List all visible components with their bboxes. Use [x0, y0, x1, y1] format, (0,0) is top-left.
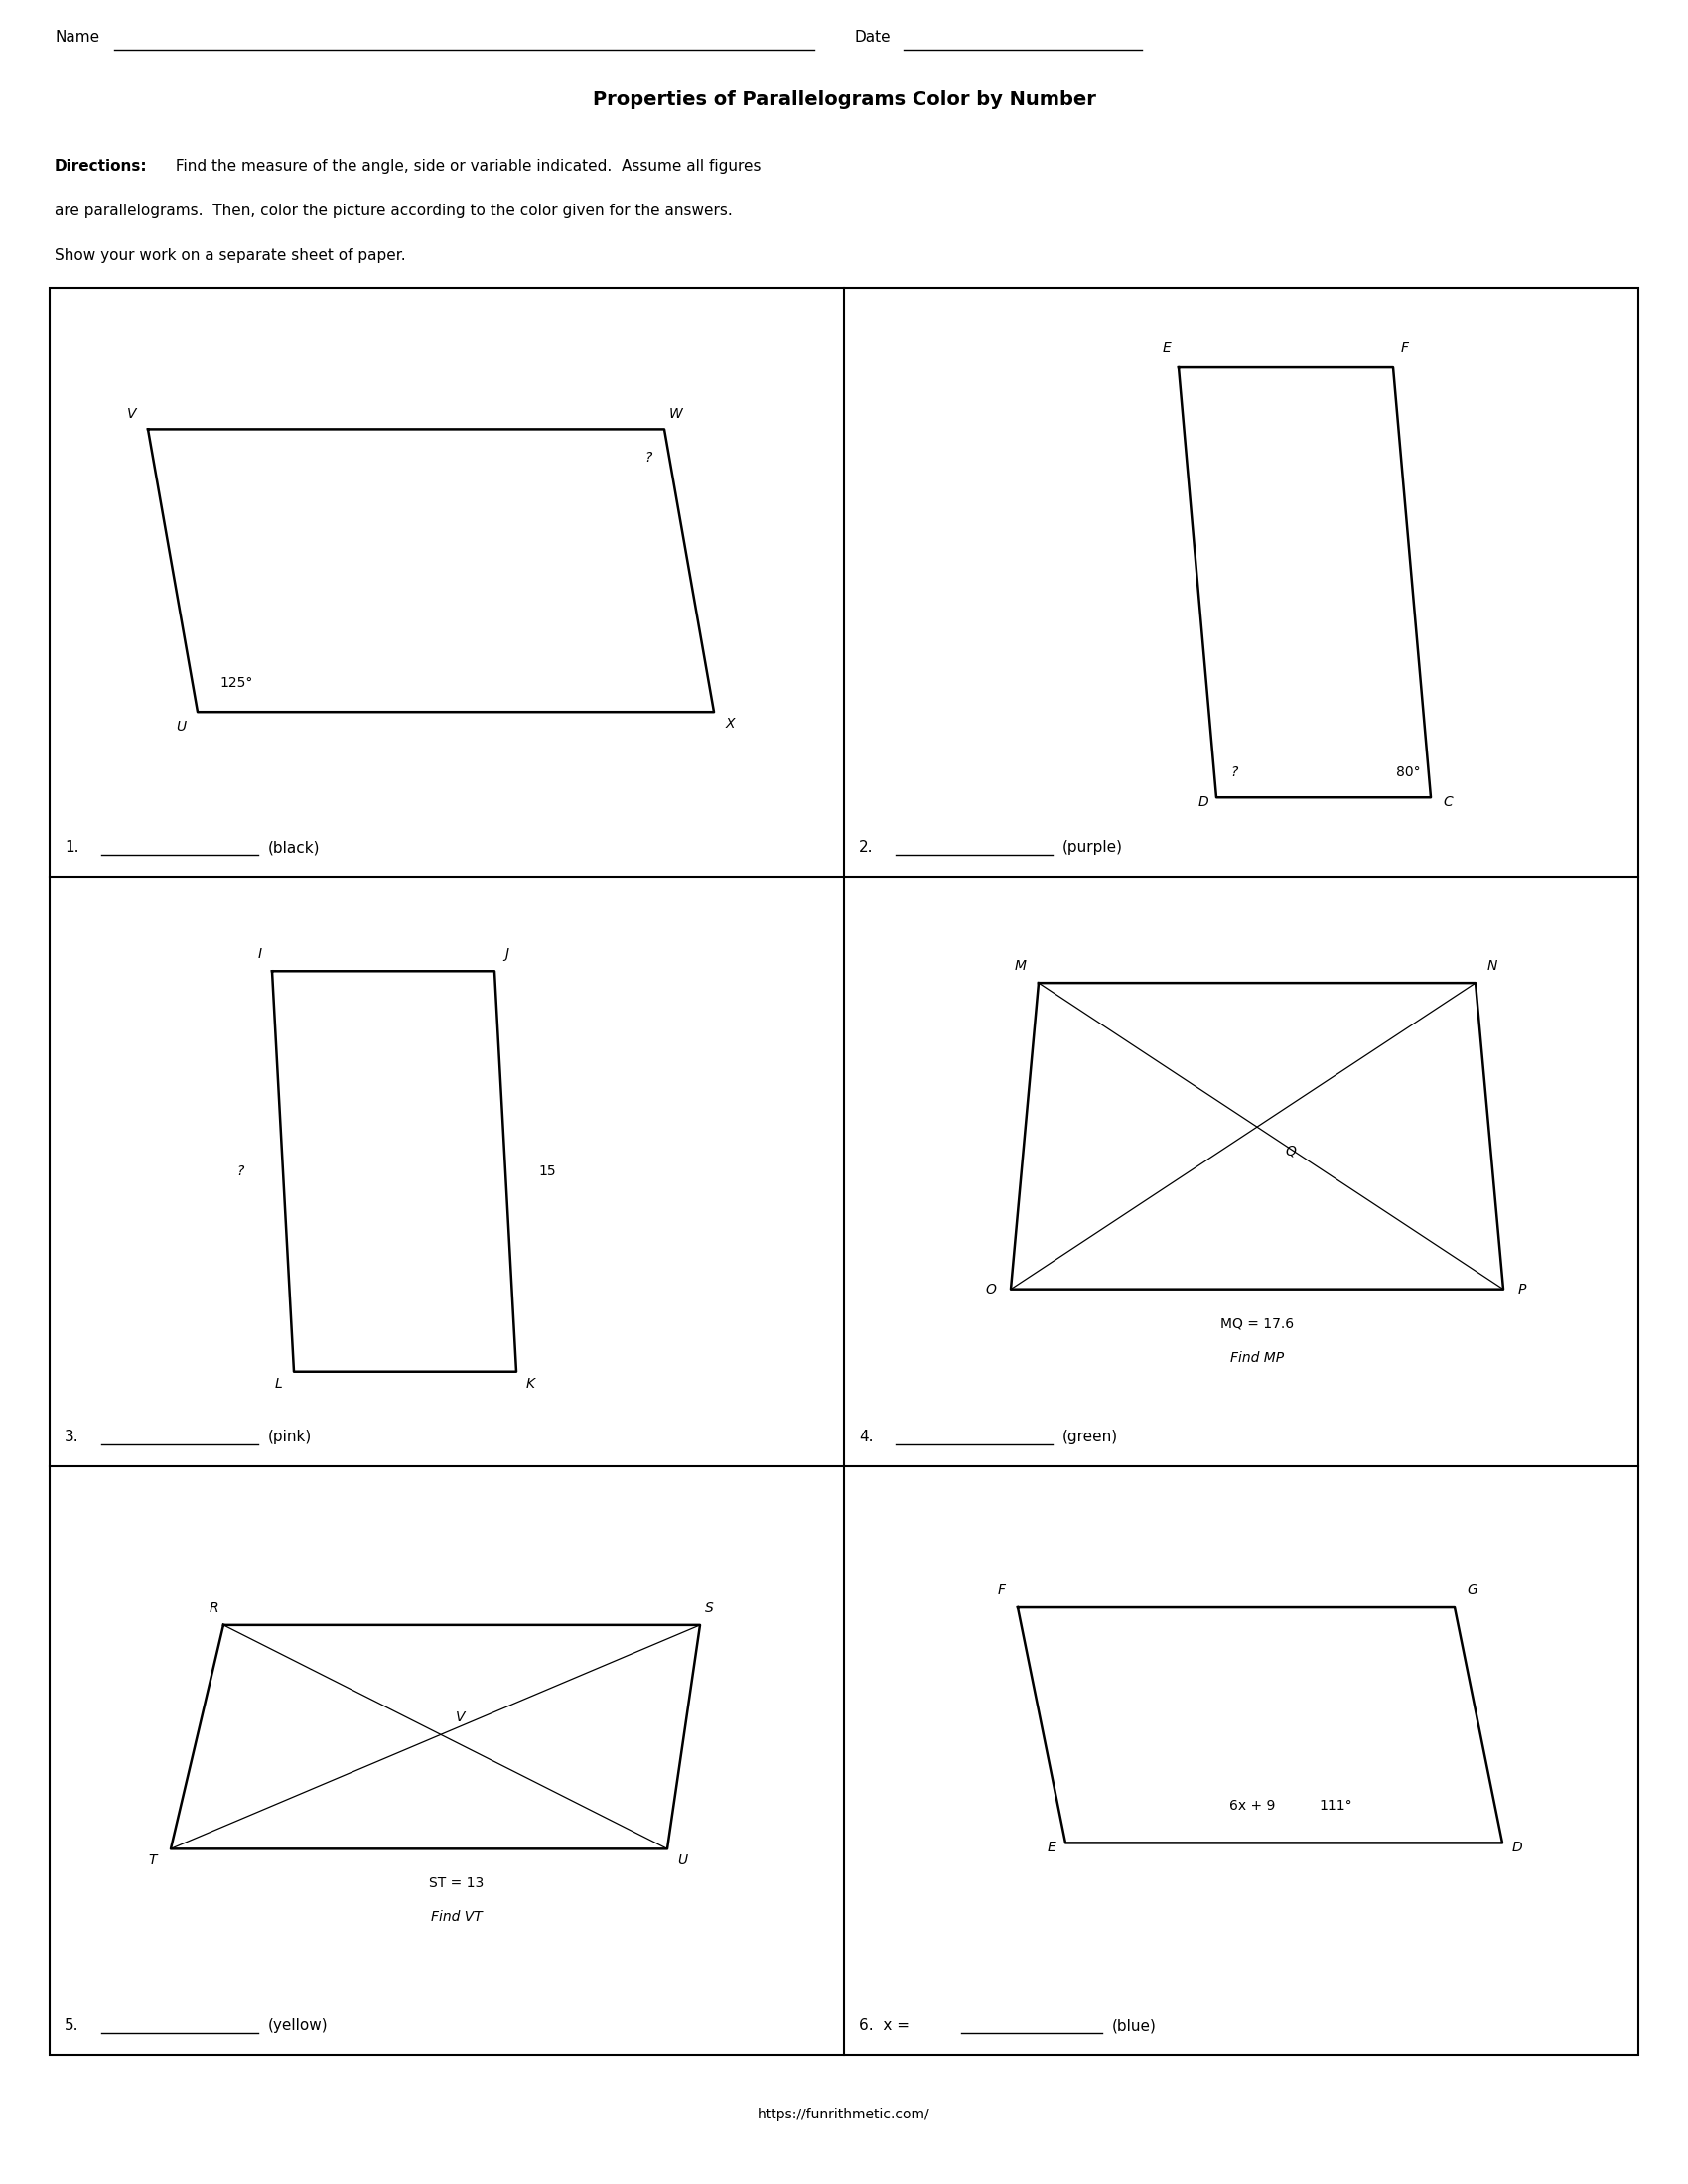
- Text: F: F: [998, 1583, 1006, 1597]
- Text: C: C: [1443, 795, 1452, 810]
- Text: Find the measure of the angle, side or variable indicated.  Assume all figures: Find the measure of the angle, side or v…: [170, 159, 761, 175]
- Text: U: U: [677, 1854, 687, 1867]
- Text: V: V: [127, 408, 137, 422]
- Text: (yellow): (yellow): [268, 2018, 327, 2033]
- Text: 2.: 2.: [859, 841, 873, 856]
- Text: https://funrithmetic.com/: https://funrithmetic.com/: [758, 2108, 930, 2121]
- Text: ?: ?: [236, 1164, 245, 1179]
- Text: T: T: [149, 1854, 157, 1867]
- Text: W: W: [668, 408, 684, 422]
- Text: K: K: [527, 1376, 535, 1391]
- Text: 125°: 125°: [219, 677, 253, 690]
- Text: E: E: [1047, 1841, 1055, 1854]
- Text: F: F: [1401, 341, 1409, 356]
- Text: 3.: 3.: [64, 1428, 79, 1444]
- Text: are parallelograms.  Then, color the picture according to the color given for th: are parallelograms. Then, color the pict…: [54, 203, 733, 218]
- FancyBboxPatch shape: [49, 288, 1639, 2055]
- Text: 4.: 4.: [859, 1428, 873, 1444]
- Text: 5.: 5.: [64, 2018, 79, 2033]
- Text: N: N: [1487, 959, 1497, 974]
- Text: P: P: [1518, 1282, 1526, 1295]
- Text: V: V: [456, 1710, 464, 1723]
- Text: E: E: [1161, 341, 1171, 356]
- Text: R: R: [209, 1601, 218, 1614]
- Text: Find MP: Find MP: [1231, 1350, 1285, 1365]
- Text: ST = 13: ST = 13: [429, 1876, 484, 1891]
- Text: (black): (black): [268, 841, 321, 856]
- Text: (purple): (purple): [1062, 841, 1123, 856]
- Text: X: X: [726, 716, 736, 732]
- Text: 6.  x =: 6. x =: [859, 2018, 910, 2033]
- Text: I: I: [258, 948, 262, 961]
- Text: Directions:: Directions:: [54, 159, 147, 175]
- Text: ?: ?: [645, 452, 652, 465]
- Text: (pink): (pink): [268, 1428, 312, 1444]
- Text: O: O: [986, 1282, 996, 1295]
- Text: D: D: [1198, 795, 1209, 810]
- Text: Show your work on a separate sheet of paper.: Show your work on a separate sheet of pa…: [54, 249, 405, 262]
- Text: Q: Q: [1285, 1144, 1296, 1158]
- Text: ?: ?: [1231, 767, 1237, 780]
- Text: M: M: [1014, 959, 1026, 974]
- Text: L: L: [273, 1376, 282, 1391]
- Text: (blue): (blue): [1112, 2018, 1156, 2033]
- Text: Date: Date: [854, 31, 890, 44]
- Text: G: G: [1467, 1583, 1477, 1597]
- Text: (green): (green): [1062, 1428, 1117, 1444]
- Text: Find VT: Find VT: [430, 1911, 483, 1924]
- Text: Name: Name: [54, 31, 100, 44]
- Text: 1.: 1.: [64, 841, 79, 856]
- Text: 6x + 9: 6x + 9: [1229, 1800, 1276, 1813]
- Text: U: U: [176, 721, 186, 734]
- Text: J: J: [505, 948, 508, 961]
- Text: 80°: 80°: [1396, 767, 1421, 780]
- Text: MQ = 17.6: MQ = 17.6: [1220, 1317, 1295, 1330]
- Text: Properties of Parallelograms Color by Number: Properties of Parallelograms Color by Nu…: [592, 90, 1096, 109]
- Text: S: S: [706, 1601, 714, 1614]
- Text: 15: 15: [538, 1164, 555, 1179]
- Text: 111°: 111°: [1318, 1800, 1352, 1813]
- Text: D: D: [1512, 1841, 1523, 1854]
